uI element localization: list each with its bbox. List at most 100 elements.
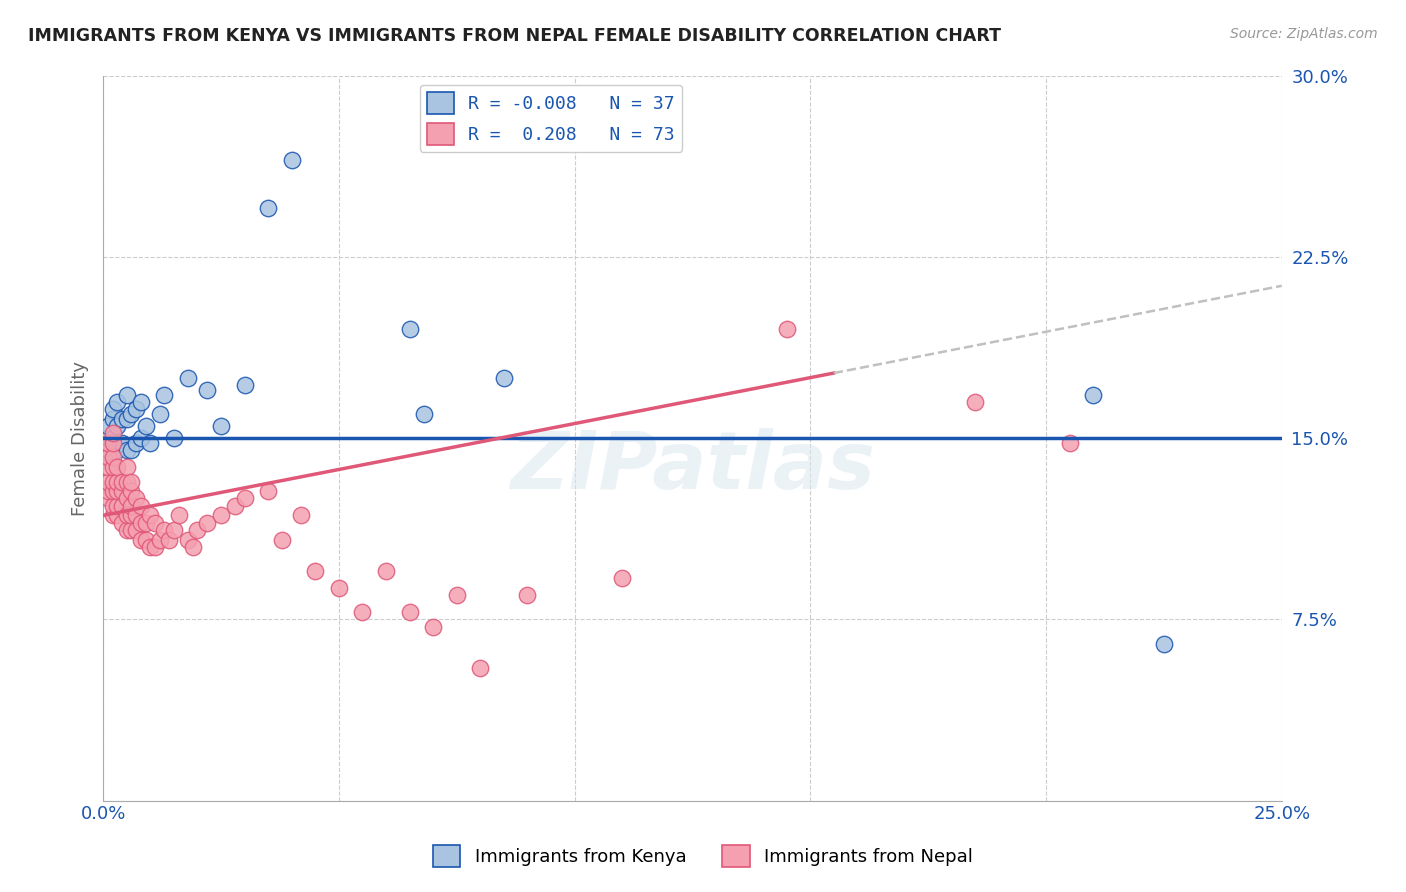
Point [120,508,142,523]
Point [120,443,142,458]
Point [111,475,134,489]
Point [115,443,138,458]
Point [129,533,152,547]
Point [135,516,157,530]
Point [125,508,148,523]
Point [257,202,280,216]
Legend: R = -0.008   N = 37, R =  0.208   N = 73: R = -0.008 N = 37, R = 0.208 N = 73 [420,85,682,152]
Text: Source: ZipAtlas.com: Source: ZipAtlas.com [1230,27,1378,41]
Point [120,475,142,489]
Point [101,475,124,489]
Point [412,407,434,421]
Point [1153,636,1175,650]
Point [446,588,468,602]
Point [125,436,148,450]
Point [115,460,138,475]
Text: ZIPatlas: ZIPatlas [510,428,875,506]
Point [101,436,124,450]
Point [233,491,256,506]
Point [115,508,138,523]
Point [352,605,374,619]
Point [105,443,128,458]
Point [101,484,124,499]
Point [129,431,152,445]
Point [97,491,120,506]
Point [153,523,176,537]
Point [224,499,246,513]
Point [328,581,350,595]
Point [125,402,148,417]
Point [105,460,128,475]
Point [101,499,124,513]
Point [135,533,157,547]
Point [97,484,120,499]
Point [470,661,492,675]
Point [101,431,124,445]
Point [135,419,157,434]
Point [97,450,120,465]
Point [101,508,124,523]
Point [195,516,218,530]
Point [516,588,538,602]
Point [304,564,326,578]
Point [163,523,186,537]
Point [492,370,515,384]
Point [115,523,138,537]
Point [143,516,166,530]
Point [115,411,138,425]
Point [177,533,200,547]
Point [149,407,172,421]
Point [111,436,134,450]
Point [97,475,120,489]
Point [129,499,152,513]
Point [139,540,162,554]
Point [101,455,124,469]
Point [101,411,124,425]
Point [97,419,120,434]
Point [125,491,148,506]
Point [149,533,172,547]
Point [105,508,128,523]
Point [398,322,420,336]
Point [422,619,444,633]
Point [167,508,190,523]
Point [120,407,142,421]
Point [115,475,138,489]
Point [209,508,232,523]
Point [257,484,280,499]
Point [398,605,420,619]
Point [101,460,124,475]
Point [105,394,128,409]
Point [195,383,218,397]
Point [111,516,134,530]
Point [111,411,134,425]
Point [153,387,176,401]
Point [290,508,312,523]
Point [115,387,138,401]
Point [776,322,799,336]
Point [101,402,124,417]
Point [1081,387,1104,401]
Point [163,431,186,445]
Point [115,491,138,506]
Point [101,426,124,441]
Point [1059,436,1081,450]
Point [965,394,987,409]
Point [97,436,120,450]
Point [125,523,148,537]
Point [129,394,152,409]
Point [209,419,232,434]
Point [105,484,128,499]
Point [186,523,208,537]
Point [111,484,134,499]
Point [181,540,204,554]
Legend: Immigrants from Kenya, Immigrants from Nepal: Immigrants from Kenya, Immigrants from N… [426,838,980,874]
Point [105,499,128,513]
Point [139,508,162,523]
Point [97,460,120,475]
Point [139,436,162,450]
Point [105,475,128,489]
Point [105,419,128,434]
Point [101,450,124,465]
Point [120,484,142,499]
